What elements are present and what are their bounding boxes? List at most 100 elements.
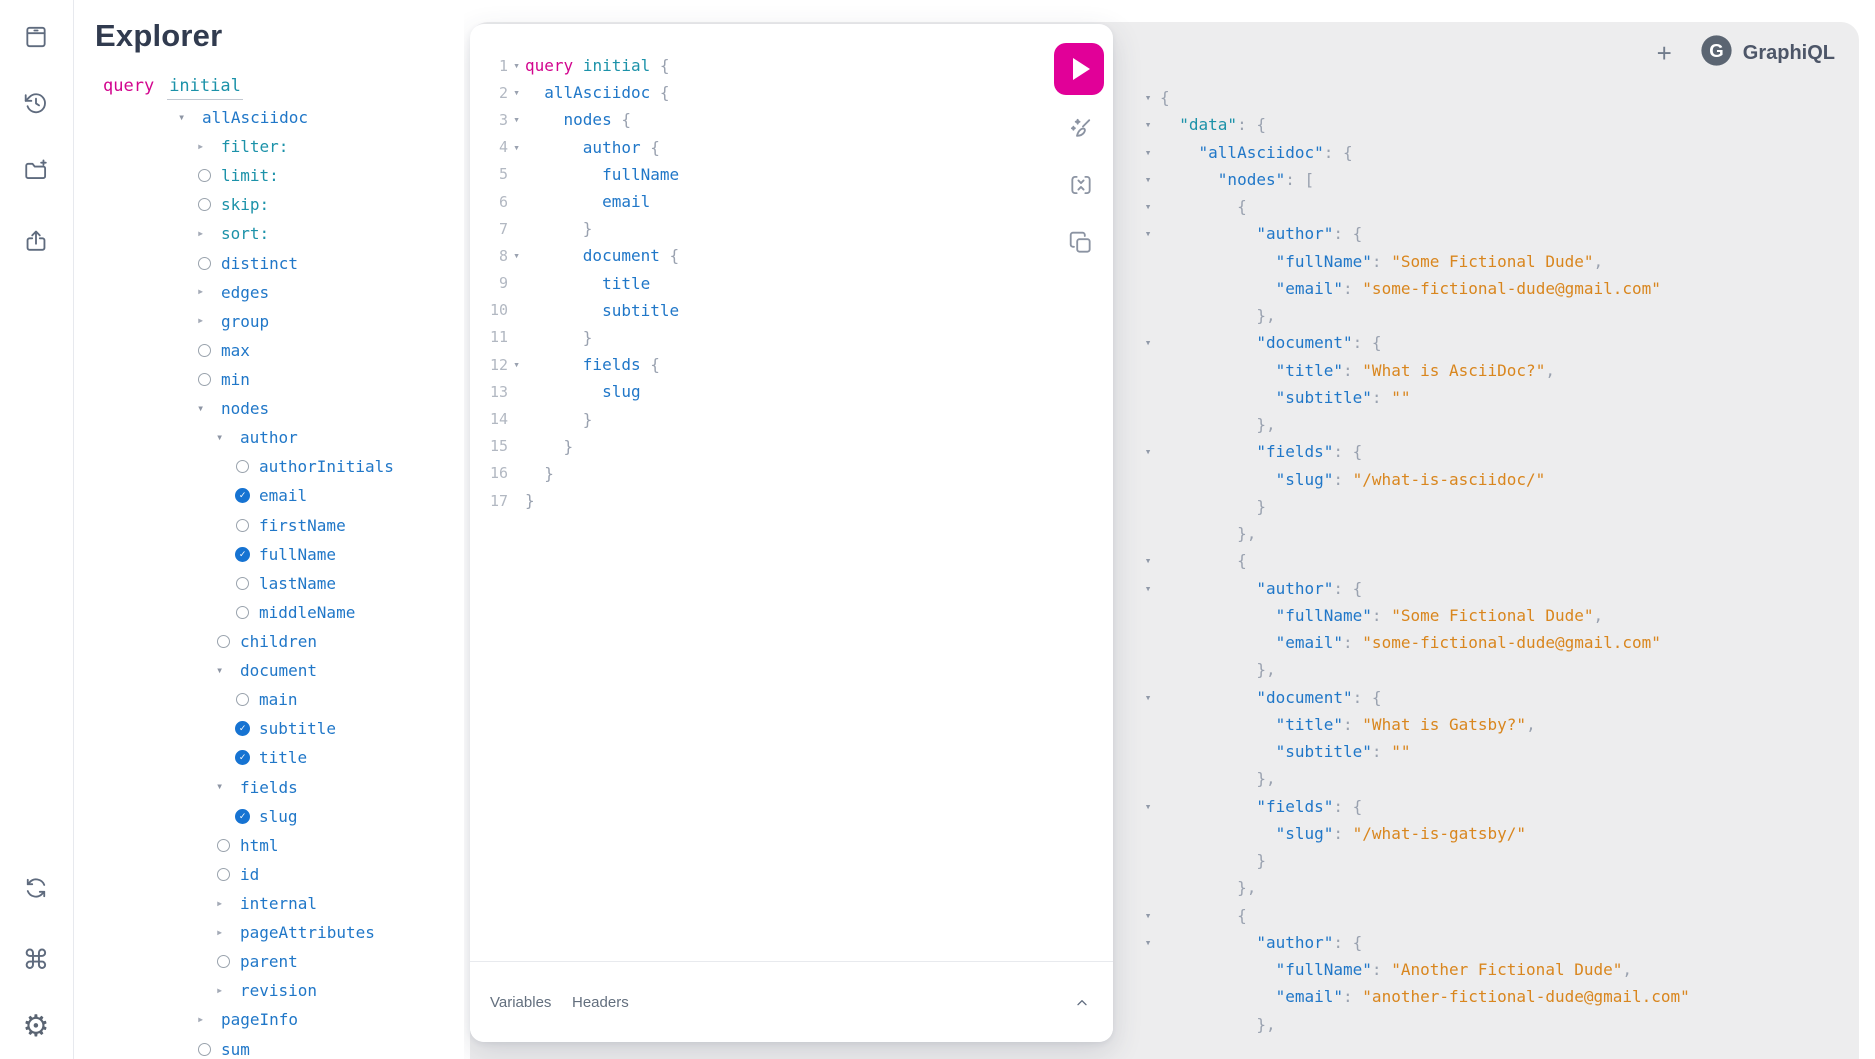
explorer-tree-item-skip[interactable]: skip: — [74, 190, 464, 219]
docs-button[interactable] — [16, 17, 56, 57]
fold-arrow-icon[interactable]: ▾ — [1144, 908, 1152, 922]
explorer-tree-item-middleName[interactable]: middleName — [74, 598, 464, 627]
export-button[interactable] — [16, 221, 56, 261]
explorer-tree-item-subtitle[interactable]: ✓ subtitle — [74, 714, 464, 743]
fold-arrow-icon[interactable]: ▾ — [513, 59, 520, 73]
field-checkbox-checked[interactable]: ✓ — [235, 488, 250, 504]
copy-query-button[interactable] — [1064, 226, 1098, 260]
history-button[interactable] — [16, 83, 56, 123]
expand-arrow-icon[interactable]: ▸ — [197, 138, 205, 153]
code-line[interactable]: 11} — [470, 324, 1030, 351]
explorer-tree-item-id[interactable]: id — [74, 860, 464, 889]
code-line[interactable]: 9 title — [470, 270, 1030, 297]
explorer-tree-item-main[interactable]: main — [74, 685, 464, 714]
fold-arrow-icon[interactable]: ▾ — [513, 113, 520, 127]
shortcut-keys-button[interactable]: ⌘ — [16, 940, 56, 980]
field-radio-unchecked[interactable] — [236, 518, 249, 532]
tab-headers[interactable]: Headers — [572, 962, 629, 1042]
code-line[interactable]: 4 ▾ author { — [470, 134, 1030, 161]
explorer-tree-item-min[interactable]: min — [74, 365, 464, 394]
explorer-tree-item-lastName[interactable]: lastName — [74, 569, 464, 598]
expand-arrow-icon[interactable]: ▸ — [216, 982, 224, 997]
expand-arrow-icon[interactable]: ▸ — [197, 313, 205, 328]
explorer-tree-item-nodes[interactable]: ▾ nodes — [74, 394, 464, 423]
prettify-button[interactable] — [1064, 111, 1098, 145]
code-line[interactable]: 17} — [470, 487, 1030, 514]
explorer-tree-item-children[interactable]: children — [74, 627, 464, 656]
code-line[interactable]: 13 slug — [470, 378, 1030, 405]
execute-query-button[interactable] — [1054, 43, 1104, 95]
explorer-tree-item-slug[interactable]: ✓ slug — [74, 802, 464, 831]
fold-arrow-icon[interactable]: ▾ — [1144, 799, 1152, 813]
fold-arrow-icon[interactable]: ▾ — [1144, 336, 1152, 350]
field-checkbox-checked[interactable]: ✓ — [235, 546, 250, 562]
field-radio-unchecked[interactable] — [236, 605, 249, 619]
code-line[interactable]: 7} — [470, 215, 1030, 242]
collapse-editor-tools-button[interactable] — [1065, 986, 1099, 1020]
field-radio-unchecked[interactable] — [236, 693, 249, 707]
tab-variables[interactable]: Variables — [490, 962, 551, 1042]
explorer-tree-item-email[interactable]: ✓ email — [74, 481, 464, 510]
query-editor[interactable]: 1 ▾ query initial {2 ▾ allAsciidoc {3 ▾ nodes … — [470, 52, 1030, 514]
field-radio-unchecked[interactable] — [236, 576, 249, 590]
field-radio-unchecked[interactable] — [198, 198, 211, 212]
explorer-tree-item-authorInitials[interactable]: authorInitials — [74, 452, 464, 481]
explorer-tree-item-document[interactable]: ▾ document — [74, 656, 464, 685]
field-radio-unchecked[interactable] — [217, 635, 230, 649]
explorer-tree-item-max[interactable]: max — [74, 336, 464, 365]
code-line[interactable]: 16} — [470, 460, 1030, 487]
explorer-tree-item-limit[interactable]: limit: — [74, 161, 464, 190]
open-workspace-button[interactable] — [16, 151, 56, 191]
add-tab-button[interactable]: + — [1653, 40, 1676, 66]
field-radio-unchecked[interactable] — [217, 867, 230, 881]
field-radio-unchecked[interactable] — [198, 256, 211, 270]
fold-arrow-icon[interactable]: ▾ — [1144, 227, 1152, 241]
field-radio-unchecked[interactable] — [198, 343, 211, 357]
fold-arrow-icon[interactable]: ▾ — [1144, 118, 1152, 132]
code-line[interactable]: 1 ▾ query initial { — [470, 52, 1030, 79]
collapse-arrow-icon[interactable]: ▾ — [216, 429, 224, 444]
expand-arrow-icon[interactable]: ▸ — [197, 284, 205, 299]
merge-fragments-button[interactable] — [1064, 168, 1098, 202]
fold-arrow-icon[interactable]: ▾ — [1144, 145, 1152, 159]
fold-arrow-icon[interactable]: ▾ — [1144, 445, 1152, 459]
field-radio-unchecked[interactable] — [198, 169, 211, 183]
expand-arrow-icon[interactable]: ▸ — [197, 1011, 205, 1026]
code-line[interactable]: 5 fullName — [470, 161, 1030, 188]
explorer-tree-item-fullName[interactable]: ✓ fullName — [74, 540, 464, 569]
code-line[interactable]: 6 email — [470, 188, 1030, 215]
expand-arrow-icon[interactable]: ▸ — [197, 225, 205, 240]
fold-arrow-icon[interactable]: ▾ — [513, 86, 520, 100]
explorer-tree-item-pageInfo[interactable]: ▸ pageInfo — [74, 1005, 464, 1034]
fold-arrow-icon[interactable]: ▾ — [1144, 554, 1152, 568]
fold-arrow-icon[interactable]: ▾ — [1144, 200, 1152, 214]
explorer-tree-item-sum[interactable]: sum — [74, 1035, 464, 1059]
explorer-tree-item-firstName[interactable]: firstName — [74, 511, 464, 540]
explorer-tree-item-internal[interactable]: ▸ internal — [74, 889, 464, 918]
expand-arrow-icon[interactable]: ▸ — [216, 924, 224, 939]
explorer-tree-item-html[interactable]: html — [74, 831, 464, 860]
explorer-tree-item-group[interactable]: ▸ group — [74, 307, 464, 336]
fold-arrow-icon[interactable]: ▾ — [1144, 91, 1152, 105]
fold-arrow-icon[interactable]: ▾ — [513, 358, 520, 372]
explorer-tree-item-author[interactable]: ▾ author — [74, 423, 464, 452]
collapse-arrow-icon[interactable]: ▾ — [216, 662, 224, 677]
fold-arrow-icon[interactable]: ▾ — [1144, 172, 1152, 186]
field-checkbox-checked[interactable]: ✓ — [235, 721, 250, 737]
query-name-input[interactable]: initial — [167, 76, 243, 100]
fold-arrow-icon[interactable]: ▾ — [513, 249, 520, 263]
fold-arrow-icon[interactable]: ▾ — [1144, 935, 1152, 949]
fold-arrow-icon[interactable]: ▾ — [1144, 581, 1152, 595]
explorer-tree-item-filter[interactable]: ▸ filter: — [74, 132, 464, 161]
field-checkbox-checked[interactable]: ✓ — [235, 750, 250, 766]
code-line[interactable]: 14} — [470, 405, 1030, 432]
collapse-arrow-icon[interactable]: ▾ — [216, 779, 224, 794]
code-line[interactable]: 12 ▾ fields { — [470, 351, 1030, 378]
explorer-tree-item-fields[interactable]: ▾ fields — [74, 773, 464, 802]
explorer-tree-item-allAsciidoc[interactable]: ▾ allAsciidoc — [74, 103, 464, 132]
code-line[interactable]: 8 ▾ document { — [470, 242, 1030, 269]
explorer-tree-item-distinct[interactable]: distinct — [74, 249, 464, 278]
code-line[interactable]: 3 ▾ nodes { — [470, 106, 1030, 133]
field-radio-unchecked[interactable] — [198, 1042, 211, 1056]
fold-arrow-icon[interactable]: ▾ — [1144, 690, 1152, 704]
